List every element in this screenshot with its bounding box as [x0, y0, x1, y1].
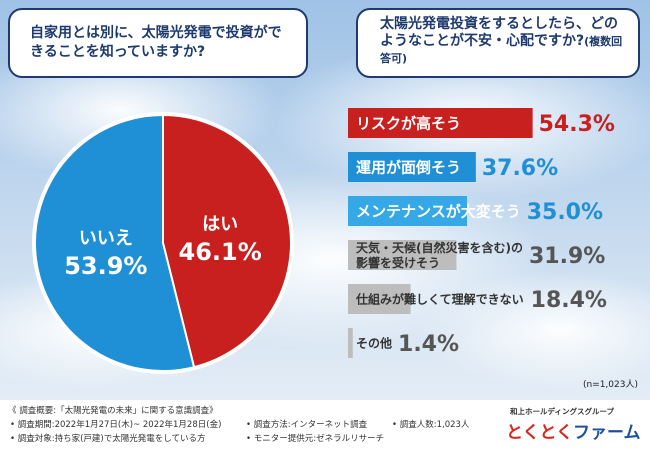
pie-slice-0 [162, 113, 292, 369]
bar-label-1: 運用が面倒そう [356, 158, 461, 176]
bar-label-4: 仕組みが難しくて理解できない [355, 291, 524, 306]
bar-label-0: リスクが高そう [356, 114, 461, 132]
question-bar-box: 太陽光発電投資をするとしたら、どのようなことが不安・心配ですか?(複数回答可) [356, 8, 640, 78]
bar-value-5: 1.4% [398, 332, 459, 357]
question-pie-text: 自家用とは別に、太陽光発電で投資ができることを知っていますか? [30, 25, 282, 60]
bar-value-2: 35.0% [527, 200, 603, 225]
sample-size-note: (n=1,023人) [582, 380, 638, 390]
bar-1 [348, 152, 476, 182]
bar-label-2: メンテナンスが大変そう [356, 202, 521, 220]
pie-slice-label-0: はい [202, 214, 238, 235]
survey-provider: • モニター提供元:ゼネラルリサーチ [246, 434, 385, 444]
bar-3 [348, 240, 457, 270]
bar-value-4: 18.4% [531, 288, 607, 313]
pie-slice-value-1: 53.9% [64, 252, 147, 280]
pie-slice-value-0: 46.1% [179, 238, 262, 266]
brand-logo: とくとくファーム [506, 418, 640, 443]
question-bar-subtext: (複数回答可) [380, 35, 623, 65]
survey-method: • 調査方法:インターネット調査 [246, 420, 368, 430]
pie-slice-label-1: いいえ [79, 228, 133, 249]
survey-title: 《 調査概要:「太陽光発電の未来」に関する意識調査》 [8, 406, 218, 416]
bar-value-0: 54.3% [539, 112, 615, 137]
bar-label-5: その他 [356, 335, 392, 350]
bar-4 [348, 284, 411, 314]
bar-chart: リスクが高そう 54.3% 運用が面倒そう 37.6% メンテナンスが大変そう 35.0%… [348, 108, 615, 358]
footer: 《 調査概要:「太陽光発電の未来」に関する意識調査》 • 調査期間:2022年1… [0, 400, 650, 450]
bar-2 [348, 196, 467, 226]
brand-subtitle: 和上ホールディングスグループ [510, 407, 615, 416]
pie-chart: はい 46.1% いいえ 53.9% [32, 112, 294, 374]
question-pie-box: 自家用とは別に、太陽光発電で投資ができることを知っていますか? [8, 8, 308, 78]
bar-0 [348, 108, 533, 138]
bar-5 [348, 328, 353, 358]
survey-period: • 調査期間:2022年1月27日(木)~ 2022年1月28日(金) [10, 420, 222, 430]
bar-label-3: 天気・天候(自然災害を含む)の影響を受けそう [356, 240, 523, 270]
brand-name-a: とくとく [506, 423, 573, 443]
bar-value-1: 37.6% [482, 156, 558, 181]
survey-target: • 調査対象:持ち家(戸建)で太陽光発電をしている方 [10, 434, 206, 444]
brand-name-b: ファーム [572, 423, 641, 443]
survey-count: • 調査人数:1,023人 [392, 420, 470, 430]
question-bar-text: 太陽光発電投資をするとしたら、どのようなことが不安・心配ですか? [380, 16, 618, 49]
bar-value-3: 31.9% [529, 244, 605, 269]
pie-slice-1 [34, 113, 196, 372]
